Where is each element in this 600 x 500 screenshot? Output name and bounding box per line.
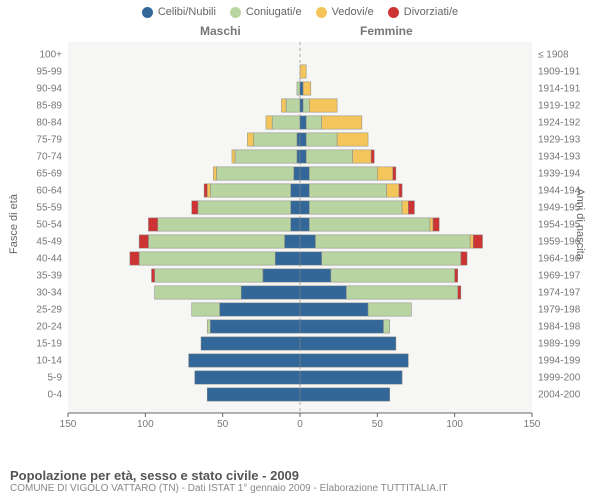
svg-text:75-79: 75-79 xyxy=(36,135,62,146)
svg-text:0: 0 xyxy=(297,419,303,430)
svg-text:100: 100 xyxy=(446,419,463,430)
yaxis-left-label: Fasce di età xyxy=(8,194,20,254)
legend-label: Celibi/Nubili xyxy=(158,6,216,18)
svg-text:1979-1983: 1979-1983 xyxy=(538,305,580,316)
svg-text:1954-1958: 1954-1958 xyxy=(538,220,580,231)
footer: Popolazione per età, sesso e stato civil… xyxy=(10,468,448,494)
svg-text:50-54: 50-54 xyxy=(36,220,62,231)
svg-text:1944-1948: 1944-1948 xyxy=(538,186,580,197)
svg-text:10-14: 10-14 xyxy=(36,356,62,367)
svg-text:80-84: 80-84 xyxy=(36,118,62,129)
svg-text:50: 50 xyxy=(217,419,229,430)
legend-label: Divorziati/e xyxy=(404,6,458,18)
svg-text:1989-1993: 1989-1993 xyxy=(538,339,580,350)
svg-text:30-34: 30-34 xyxy=(36,288,62,299)
svg-text:1909-1913: 1909-1913 xyxy=(538,67,580,78)
svg-text:70-74: 70-74 xyxy=(36,152,62,163)
legend-label: Vedovi/e xyxy=(332,6,374,18)
svg-text:1974-1978: 1974-1978 xyxy=(538,288,580,299)
svg-text:2004-2008: 2004-2008 xyxy=(538,390,580,401)
svg-text:≤ 1908: ≤ 1908 xyxy=(538,50,569,61)
svg-text:1969-1973: 1969-1973 xyxy=(538,271,580,282)
legend-dot xyxy=(316,7,327,18)
legend-dot xyxy=(230,7,241,18)
legend-label: Coniugati/e xyxy=(246,6,302,18)
svg-text:1999-2003: 1999-2003 xyxy=(538,373,580,384)
svg-text:5-9: 5-9 xyxy=(48,373,63,384)
svg-text:35-39: 35-39 xyxy=(36,271,62,282)
svg-text:1919-1923: 1919-1923 xyxy=(538,101,580,112)
svg-text:65-69: 65-69 xyxy=(36,169,62,180)
footer-title: Popolazione per età, sesso e stato civil… xyxy=(10,468,448,483)
legend-item: Coniugati/e xyxy=(230,6,302,18)
chart-area: Maschi Femmine Fasce di età Anni di nasc… xyxy=(20,18,580,438)
svg-text:90-94: 90-94 xyxy=(36,84,62,95)
pyramid-svg: 150 100 50 0 50 100 150 100+ ≤ 1908 95-99 1909-191… xyxy=(20,18,580,438)
svg-text:15-19: 15-19 xyxy=(36,339,62,350)
svg-text:25-29: 25-29 xyxy=(36,305,62,316)
svg-text:0-4: 0-4 xyxy=(48,390,63,401)
svg-text:1914-1918: 1914-1918 xyxy=(538,84,580,95)
svg-text:1994-1998: 1994-1998 xyxy=(538,356,580,367)
legend: Celibi/Nubili Coniugati/e Vedovi/e Divorzia… xyxy=(0,0,600,18)
footer-sub: COMUNE DI VIGOLO VATTARO (TN) - Dati IST… xyxy=(10,483,448,494)
legend-item: Celibi/Nubili xyxy=(142,6,216,18)
svg-text:1984-1988: 1984-1988 xyxy=(538,322,580,333)
legend-dot xyxy=(388,7,399,18)
svg-text:55-59: 55-59 xyxy=(36,203,62,214)
svg-text:1934-1938: 1934-1938 xyxy=(538,152,580,163)
svg-text:100: 100 xyxy=(137,419,154,430)
svg-text:20-24: 20-24 xyxy=(36,322,62,333)
svg-text:40-44: 40-44 xyxy=(36,254,62,265)
svg-text:150: 150 xyxy=(60,419,77,430)
legend-item: Vedovi/e xyxy=(316,6,374,18)
svg-text:1964-1968: 1964-1968 xyxy=(538,254,580,265)
svg-text:60-64: 60-64 xyxy=(36,186,62,197)
legend-dot xyxy=(142,7,153,18)
svg-text:1959-1963: 1959-1963 xyxy=(538,237,580,248)
svg-text:1929-1933: 1929-1933 xyxy=(538,135,580,146)
svg-text:95-99: 95-99 xyxy=(36,67,62,78)
svg-text:45-49: 45-49 xyxy=(36,237,62,248)
svg-text:100+: 100+ xyxy=(39,50,62,61)
svg-text:150: 150 xyxy=(524,419,541,430)
svg-text:85-89: 85-89 xyxy=(36,101,62,112)
svg-text:1924-1928: 1924-1928 xyxy=(538,118,580,129)
svg-text:1949-1953: 1949-1953 xyxy=(538,203,580,214)
legend-item: Divorziati/e xyxy=(388,6,458,18)
svg-text:50: 50 xyxy=(372,419,384,430)
svg-text:1939-1943: 1939-1943 xyxy=(538,169,580,180)
